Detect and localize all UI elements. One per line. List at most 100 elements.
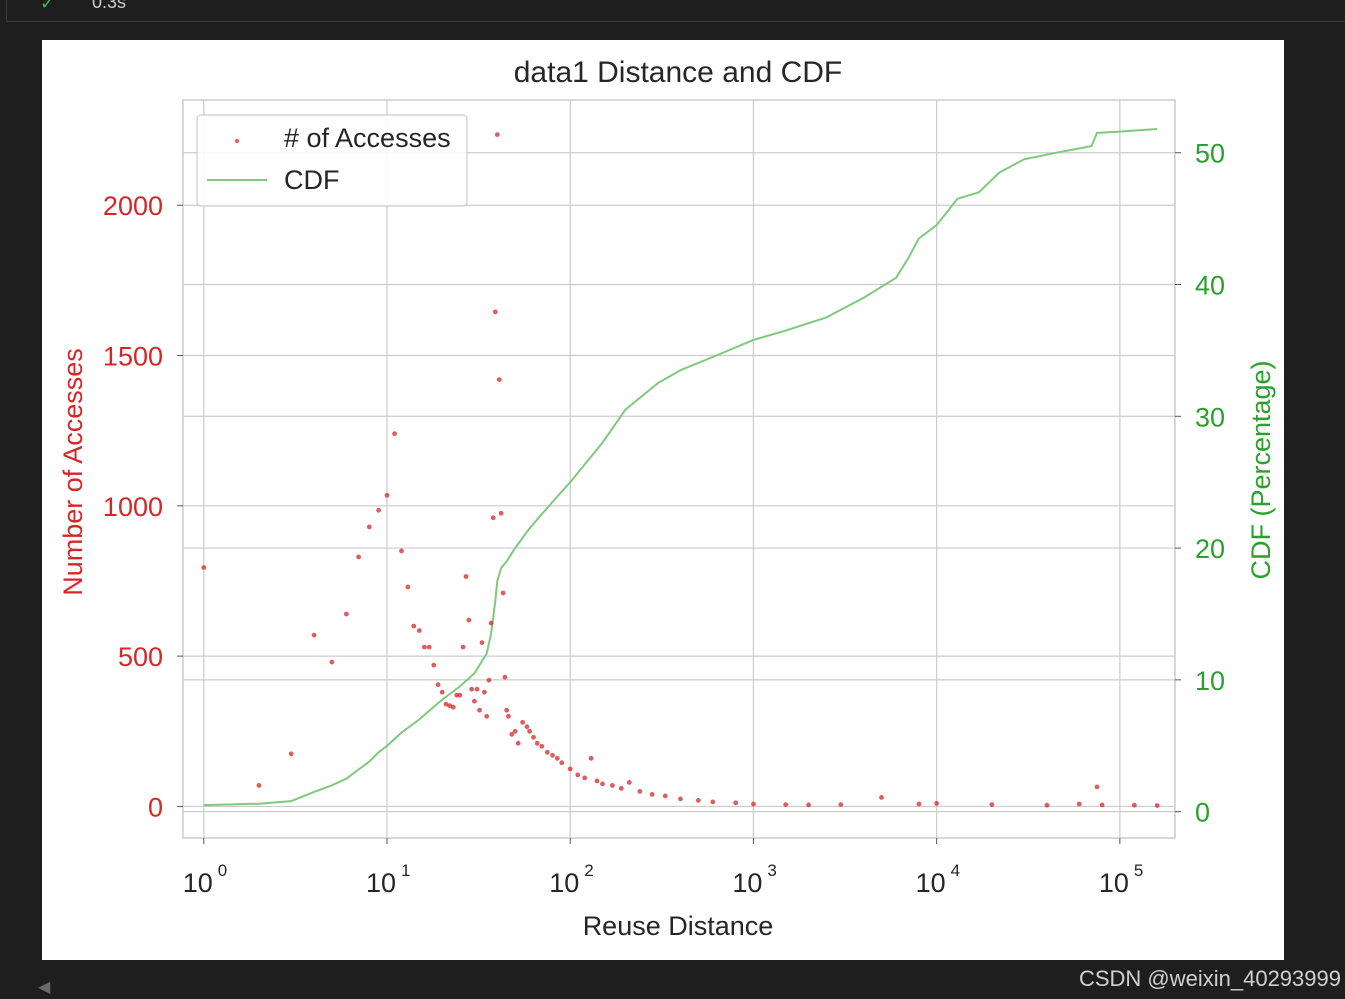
- scatter-point: [431, 662, 437, 668]
- scatter-point: [422, 644, 427, 650]
- scatter-point: [447, 703, 453, 709]
- plot-area: [182, 99, 1176, 839]
- scatter-point: [443, 701, 449, 707]
- scatter-point: [463, 574, 469, 579]
- scatter-point: [989, 802, 995, 807]
- scatter-point: [329, 659, 335, 665]
- scatter-point: [492, 309, 498, 315]
- scatter-point: [457, 692, 463, 698]
- scatter-point: [879, 795, 884, 800]
- scatter-point: [484, 713, 490, 719]
- scatter-point: [504, 707, 510, 713]
- legend: # of Accesses CDF: [196, 114, 468, 207]
- y-tick-label: 500: [118, 642, 163, 672]
- scatter-point: [500, 590, 506, 596]
- watermark: CSDN @weixin_40293999: [1078, 966, 1341, 991]
- y-tick-label: 1000: [103, 492, 163, 522]
- chart-title: data1 Distance and CDF: [514, 56, 843, 89]
- scatter-point: [618, 786, 624, 791]
- scatter-point: [531, 734, 536, 740]
- scatter-point: [490, 515, 496, 521]
- x-tick-label: 10: [732, 868, 762, 898]
- x-tick-exponent: 1: [401, 861, 410, 880]
- scatter-point: [512, 728, 518, 734]
- scatter-point: [376, 507, 381, 513]
- scatter-layer: [201, 132, 1160, 808]
- execution-time: 0.3s: [92, 0, 127, 12]
- y2-tick-label: 50: [1195, 139, 1225, 169]
- scatter-point: [426, 644, 432, 650]
- scatter-point: [474, 686, 480, 692]
- scatter-point: [934, 801, 939, 806]
- scatter-point: [567, 766, 573, 772]
- x-tick-label: 10: [366, 868, 396, 898]
- scatter-point: [502, 674, 508, 680]
- x-tick-exponent: 4: [951, 861, 960, 880]
- legend-label-cdf: CDF: [284, 165, 340, 195]
- scatter-point: [610, 783, 615, 788]
- scatter-point: [662, 793, 668, 799]
- legend-label-scatter: # of Accesses: [284, 123, 451, 153]
- y-tick-label: 2000: [103, 191, 163, 221]
- scatter-point: [710, 799, 716, 805]
- scatter-point: [405, 584, 411, 590]
- scatter-point: [582, 775, 588, 781]
- scatter-point: [600, 781, 605, 787]
- scatter-point: [411, 623, 417, 629]
- scatter-point: [460, 644, 466, 650]
- scatter-point: [588, 755, 594, 761]
- axes: 10 0 10 1 10 2 10 3 10 4 10 50500100015002000010203…: [103, 139, 1225, 898]
- x-tick-label: 10: [916, 868, 946, 898]
- y-tick-label: 0: [148, 792, 163, 822]
- scatter-point: [751, 801, 756, 807]
- scatter-point: [1094, 784, 1100, 790]
- scatter-point: [550, 752, 555, 758]
- notebook-cell-header: ✓ 0.3s: [0, 0, 1345, 22]
- x-tick-exponent: 2: [584, 861, 593, 880]
- y-tick-label: 1500: [103, 342, 163, 372]
- y2-tick-label: 0: [1195, 798, 1210, 828]
- y2-tick-label: 10: [1195, 666, 1225, 696]
- scatter-point: [498, 510, 504, 516]
- scatter-point: [496, 377, 502, 382]
- scatter-point: [527, 728, 532, 734]
- scatter-point: [559, 760, 565, 766]
- scatter-point: [678, 796, 683, 802]
- scatter-point: [626, 780, 632, 785]
- scatter-point: [649, 792, 655, 797]
- scatter-point: [1099, 802, 1105, 808]
- scatter-point: [494, 132, 500, 137]
- scatter-point: [594, 778, 600, 784]
- scatter-point: [637, 789, 643, 794]
- y2-tick-label: 20: [1195, 534, 1225, 564]
- scatter-point: [469, 686, 475, 692]
- x-tick-label: 10: [1099, 868, 1129, 898]
- x-tick-exponent: 5: [1134, 861, 1143, 880]
- scatter-point: [356, 554, 361, 560]
- scatter-point: [392, 431, 397, 437]
- scroll-left-icon[interactable]: ◀: [38, 979, 51, 996]
- scatter-point: [366, 524, 372, 530]
- scatter-point: [435, 682, 441, 688]
- x-tick-label: 10: [183, 868, 213, 898]
- scatter-point: [256, 783, 262, 788]
- x-axis-label: Reuse Distance: [583, 911, 774, 941]
- plot-output: 10 0 10 1 10 2 10 3 10 4 10 5 0 500 1000 1500 2000 0 10 20 3…: [42, 40, 1284, 960]
- scatter-point: [201, 565, 207, 570]
- scatter-point: [472, 698, 477, 704]
- scatter-point: [344, 611, 349, 617]
- scatter-point: [524, 724, 530, 730]
- scatter-point: [1154, 803, 1160, 808]
- scatter-point: [534, 740, 540, 746]
- scatter-point: [509, 731, 515, 737]
- scatter-point: [1076, 801, 1082, 807]
- legend-marker-scatter: [234, 138, 240, 144]
- scatter-point: [506, 713, 511, 719]
- x-tick-label: 10: [549, 868, 579, 898]
- scatter-point: [416, 628, 422, 633]
- x-tick-exponent: 3: [767, 861, 776, 880]
- scatter-point: [477, 707, 482, 713]
- scatter-point: [450, 704, 456, 710]
- y2-tick-label: 40: [1195, 271, 1225, 301]
- x-tick-exponent: 0: [218, 861, 227, 880]
